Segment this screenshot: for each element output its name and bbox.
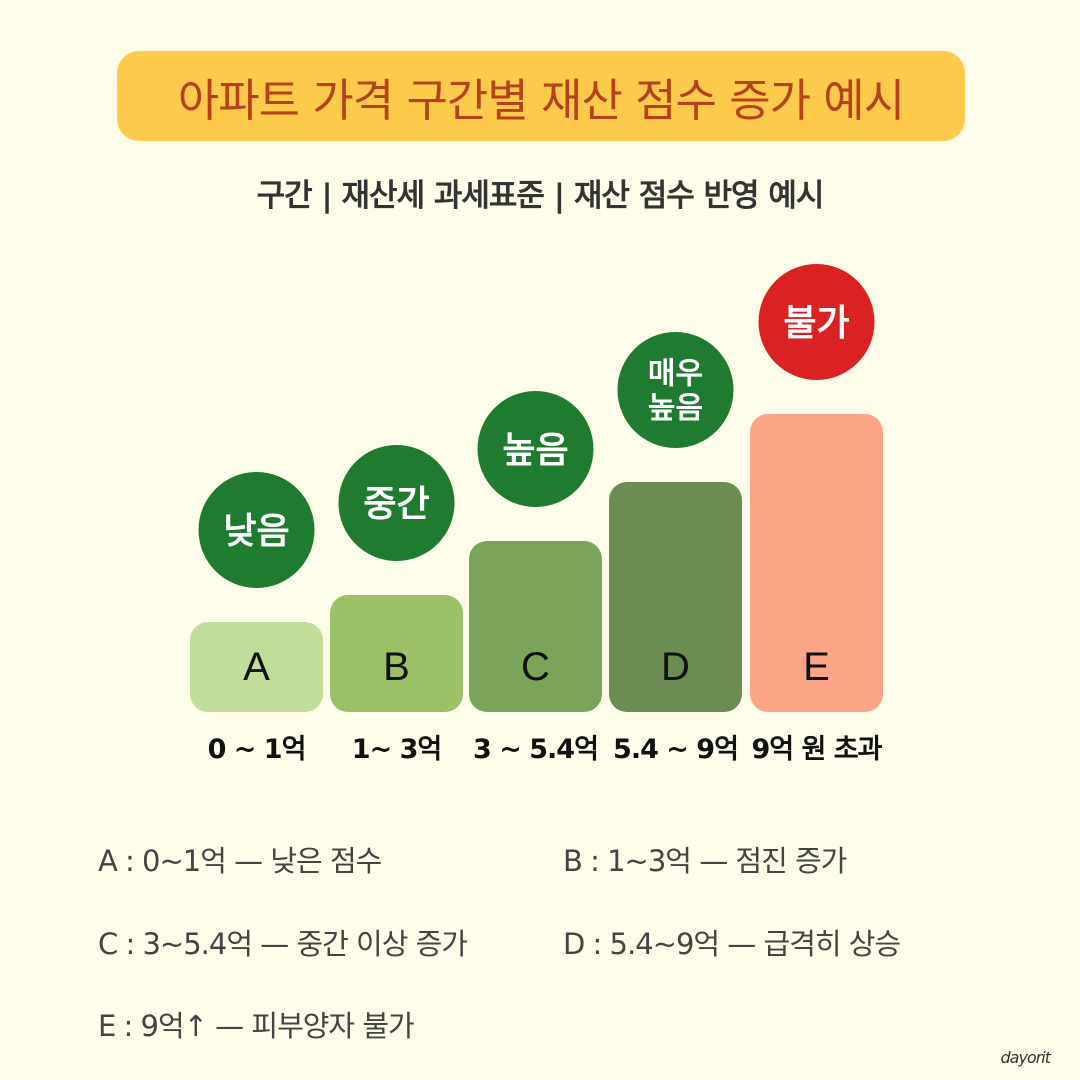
bar-label-a: A xyxy=(243,645,270,689)
range-label-c: 3 ~ 5.4억 xyxy=(473,734,598,765)
legend-item-b: B : 1~3억 — 점진 증가 xyxy=(563,844,847,878)
badge-text-c: 높음 xyxy=(502,430,568,471)
badge-text-b: 중간 xyxy=(363,484,429,525)
badge-b xyxy=(338,445,455,561)
range-label-a: 0 ~ 1억 xyxy=(208,734,306,765)
watermark: dayorit xyxy=(1000,1048,1051,1067)
legend-item-e: E : 9억↑ — 피부양자 불가 xyxy=(98,1009,415,1043)
range-label-e: 9억 원 초과 xyxy=(752,734,883,765)
badge-text-a: 낮음 xyxy=(223,511,289,552)
badge-d xyxy=(617,332,734,448)
range-label-d: 5.4 ~ 9억 xyxy=(613,734,738,765)
badge-c xyxy=(477,391,594,507)
legend-item-c: C : 3~5.4억 — 중간 이상 증가 xyxy=(98,927,468,961)
range-label-b: 1~ 3억 xyxy=(352,734,441,765)
bar-a xyxy=(190,622,323,712)
bar-label-c: C xyxy=(521,645,550,689)
bar-label-b: B xyxy=(383,645,410,689)
title-banner: 아파트 가격 구간별 재산 점수 증가 예시 xyxy=(117,51,965,141)
bar-d xyxy=(609,482,742,712)
badge-a xyxy=(198,472,315,588)
bar-chart: A 0 ~ 1억 낮음 B 1~ 3억 중간 C 3 ~ 5.4억 높음 D 5.4 ~ 9억 매우 높… xyxy=(190,264,884,765)
page-title: 아파트 가격 구간별 재산 점수 증가 예시 xyxy=(177,73,905,127)
bar-label-d: D xyxy=(661,645,690,689)
subtitle: 구간 | 재산세 과세표준 | 재산 점수 반영 예시 xyxy=(256,178,825,214)
badge-e xyxy=(758,264,875,380)
bar-b xyxy=(330,595,463,712)
bar-label-e: E xyxy=(803,645,830,689)
legend-item-d: D : 5.4~9억 — 급격히 상승 xyxy=(563,927,901,961)
bar-e xyxy=(750,414,883,712)
bar-c xyxy=(469,541,602,712)
badge-text-e: 불가 xyxy=(783,303,849,344)
badge-text-d: 매우 높음 xyxy=(648,357,703,427)
legend-item-a: A : 0~1억 — 낮은 점수 xyxy=(98,844,382,878)
